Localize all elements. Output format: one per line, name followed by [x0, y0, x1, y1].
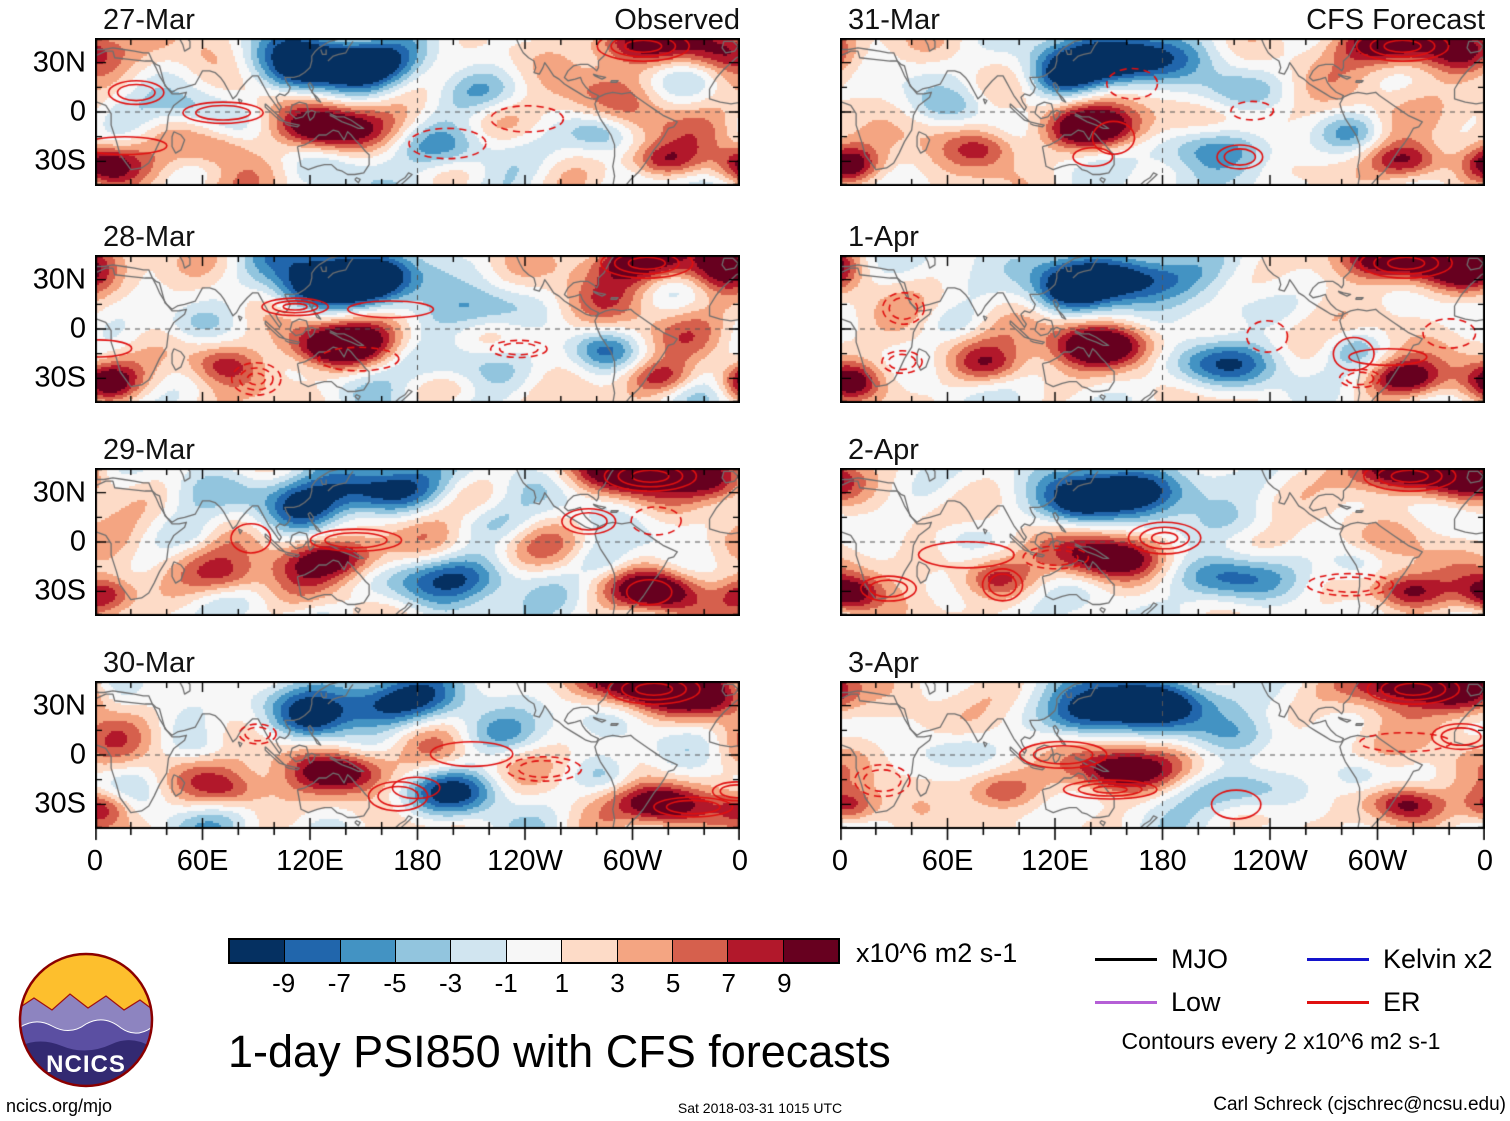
colorbar-units-label: x10^6 m2 s-1 — [856, 938, 1018, 968]
colorbar-tick-label: 3 — [610, 968, 625, 998]
x-tick-label: 180 — [393, 845, 442, 877]
legend-contour-note: Contours every 2 x10^6 m2 s-1 — [1121, 1028, 1441, 1054]
legend-label: MJO — [1171, 944, 1228, 974]
legend-item-low: Low — [1095, 987, 1221, 1018]
x-tick-label: 0 — [86, 845, 104, 877]
map-panel-1apr: 1-Apr — [840, 221, 1485, 403]
map-canvas-1apr — [840, 255, 1485, 403]
footer-timestamp: Sat 2018-03-31 1015 UTC — [677, 1100, 843, 1116]
y-tick-label: 30N — [32, 46, 86, 79]
map-panel-27mar: 27-Mar — [95, 4, 740, 186]
colorbar-tick-label: -3 — [438, 968, 463, 998]
footer-credit: Carl Schreck (cjschrec@ncsu.edu) — [1213, 1094, 1506, 1115]
colorbar-tick-label: -7 — [327, 968, 351, 998]
colorbar — [228, 938, 840, 964]
panel-date-label: 2-Apr — [848, 434, 919, 466]
colorbar-segment — [782, 940, 838, 962]
logo-text: NCICS — [46, 1051, 126, 1078]
colorbar-tick-label: 9 — [777, 968, 792, 998]
map-canvas-29mar — [95, 468, 740, 616]
y-tick-label: 30S — [34, 144, 86, 177]
column-header-forecast: CFS Forecast — [1306, 4, 1485, 36]
x-tick-label: 60E — [921, 845, 974, 877]
map-panel-2apr: 2-Apr — [840, 434, 1485, 616]
panel-date-label: 1-Apr — [848, 221, 919, 253]
legend-line — [1307, 958, 1369, 961]
colorbar-segment — [230, 940, 285, 962]
colorbar-segment — [671, 940, 728, 962]
y-tick-label: 30N — [32, 263, 86, 296]
legend-line — [1095, 958, 1157, 961]
panel-date-label: 29-Mar — [103, 434, 195, 466]
x-tick-label: 120E — [1021, 845, 1089, 877]
legend-item-mjo: MJO — [1095, 944, 1228, 975]
x-tick-label: 120W — [1232, 845, 1308, 877]
legend-label: Kelvin x2 — [1383, 944, 1493, 974]
figure-title: 1-day PSI850 with CFS forecasts — [228, 1026, 891, 1077]
x-tick-label: 60W — [1347, 845, 1408, 877]
colorbar-segment — [727, 940, 783, 962]
map-panel-3apr: 3-Apr — [840, 647, 1485, 843]
y-tick-label: 0 — [69, 525, 86, 558]
colorbar-tick-label: -9 — [272, 968, 296, 998]
legend-item-kelvin-x2: Kelvin x2 — [1307, 944, 1493, 975]
panel-date-label: 30-Mar — [103, 647, 195, 679]
map-panel-31mar: 31-Mar — [840, 4, 1485, 186]
panel-date-label: 31-Mar — [848, 4, 940, 36]
map-panel-28mar: 28-Mar — [95, 221, 740, 403]
colorbar-segment — [339, 940, 396, 962]
colorbar-segment — [395, 940, 451, 962]
y-tick-label: 30N — [32, 689, 86, 722]
panel-date-label: 3-Apr — [848, 647, 919, 679]
colorbar-segment — [616, 940, 672, 962]
logo-ring — [18, 952, 154, 1088]
colorbar-segment — [561, 940, 617, 962]
colorbar-tick-label: -5 — [383, 968, 407, 998]
x-tick-label: 0 — [1476, 845, 1494, 877]
legend-line — [1095, 1001, 1157, 1004]
colorbar-tick-label: 7 — [721, 968, 736, 998]
x-tick-label: 0 — [731, 845, 749, 877]
x-tick-label: 60W — [602, 845, 663, 877]
map-canvas-27mar — [95, 38, 740, 186]
x-tick-label: 120W — [487, 845, 563, 877]
column-header-observed: Observed — [614, 4, 740, 36]
y-tick-label: 30S — [34, 361, 86, 394]
legend-label: Low — [1171, 987, 1221, 1017]
y-tick-label: 0 — [69, 95, 86, 128]
y-tick-label: 0 — [69, 312, 86, 345]
colorbar-segment — [284, 940, 340, 962]
x-tick-label: 60E — [176, 845, 229, 877]
map-canvas-30mar — [95, 681, 740, 843]
legend-line — [1307, 1001, 1369, 1004]
colorbar-tick-label: 1 — [554, 968, 570, 998]
x-tick-label: 180 — [1138, 845, 1187, 877]
y-tick-label: 30N — [32, 476, 86, 509]
colorbar-tick-label: -1 — [494, 968, 518, 998]
y-tick-label: 0 — [69, 738, 86, 771]
colorbar-tick-label: 5 — [665, 968, 681, 998]
y-tick-label: 30S — [34, 574, 86, 607]
map-panel-29mar: 29-Mar — [95, 434, 740, 616]
panel-date-label: 28-Mar — [103, 221, 195, 253]
colorbar-segment — [505, 940, 562, 962]
legend-item-er: ER — [1307, 987, 1421, 1018]
legend-label: ER — [1383, 987, 1421, 1017]
y-tick-label: 30S — [34, 787, 86, 820]
footer-url: ncics.org/mjo — [6, 1096, 113, 1116]
x-tick-label: 120E — [276, 845, 344, 877]
ncics-logo: NCICS — [18, 952, 154, 1088]
x-tick-label: 0 — [831, 845, 849, 877]
map-canvas-2apr — [840, 468, 1485, 616]
colorbar-segment — [450, 940, 506, 962]
panel-date-label: 27-Mar — [103, 4, 195, 36]
map-canvas-31mar — [840, 38, 1485, 186]
map-canvas-3apr — [840, 681, 1485, 843]
map-canvas-28mar — [95, 255, 740, 403]
map-panel-30mar: 30-Mar — [95, 647, 740, 843]
